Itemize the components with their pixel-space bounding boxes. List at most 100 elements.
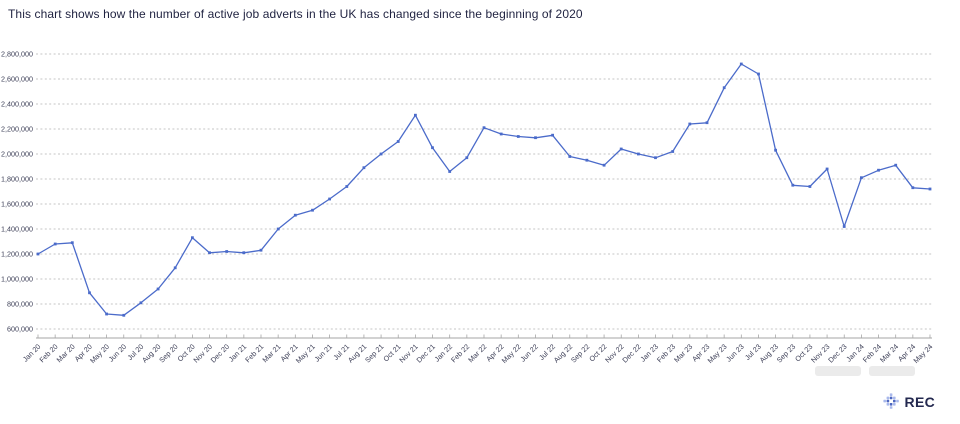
data-point	[156, 287, 160, 291]
data-point	[276, 227, 280, 231]
data-point	[877, 168, 880, 172]
data-point	[654, 156, 657, 160]
data-point	[516, 135, 520, 138]
y-tick-label: 600,000	[7, 325, 33, 334]
data-point	[705, 121, 709, 125]
y-gridlines	[36, 53, 932, 330]
data-point	[448, 170, 452, 173]
data-point	[345, 185, 349, 188]
data-point	[551, 133, 554, 137]
data-point	[173, 266, 177, 270]
x-tick-label: Dec 21	[414, 342, 436, 364]
data-point	[791, 183, 795, 187]
data-point	[928, 187, 932, 191]
data-point	[722, 86, 726, 90]
y-tick-label: 1,600,000	[1, 200, 33, 209]
faded-pill	[869, 366, 915, 376]
x-tick-label: Sep 22	[569, 342, 591, 364]
x-tick-label: Jun 20	[107, 342, 129, 364]
y-tick-label: 1,000,000	[1, 275, 33, 284]
data-point	[105, 312, 108, 316]
data-point	[568, 155, 572, 158]
x-tick-label: Dec 23	[826, 342, 848, 364]
x-tick-label: Jun 22	[518, 342, 540, 364]
x-tick-label: Jun 21	[312, 342, 334, 364]
data-point	[585, 158, 589, 162]
data-point	[139, 301, 143, 305]
data-point	[808, 185, 812, 188]
x-axis	[36, 334, 932, 339]
x-tick-label: May 24	[911, 342, 934, 365]
data-point	[499, 132, 503, 136]
data-point	[208, 251, 211, 255]
data-point	[774, 148, 777, 152]
y-tick-label: 2,800,000	[1, 50, 33, 59]
x-tick-label: Sep 23	[775, 342, 797, 364]
data-point	[311, 208, 314, 212]
data-point	[619, 147, 623, 151]
data-point	[688, 122, 692, 126]
data-line	[37, 63, 931, 316]
data-point	[534, 136, 537, 140]
x-tick-label: Dec 20	[209, 342, 231, 364]
data-point	[602, 163, 606, 167]
faded-pill	[815, 366, 861, 376]
data-point	[414, 113, 417, 117]
data-point	[36, 252, 40, 256]
data-point	[860, 176, 863, 180]
rec-logo-text: REC	[904, 393, 935, 410]
x-tick-label: May 22	[500, 342, 523, 365]
dots-diamond-icon	[882, 393, 899, 409]
x-tick-label: May 20	[88, 342, 111, 365]
x-tick-label: Mar 23	[672, 342, 694, 364]
data-point	[122, 313, 126, 317]
y-tick-label: 1,400,000	[1, 225, 33, 234]
data-point	[911, 186, 915, 190]
data-points	[36, 62, 932, 317]
data-point	[88, 291, 91, 295]
data-point	[328, 197, 331, 201]
data-point	[671, 150, 675, 153]
data-point	[70, 241, 74, 245]
x-tick-label: Mar 21	[260, 342, 282, 364]
data-point	[191, 236, 194, 240]
x-tick-label: Dec 22	[620, 342, 642, 364]
data-point	[637, 152, 640, 156]
x-tick-label: Mar 22	[466, 342, 488, 364]
data-point	[225, 250, 229, 253]
y-tick-label: 2,400,000	[1, 100, 33, 109]
data-point	[242, 251, 246, 255]
data-point	[825, 167, 829, 171]
data-point	[379, 152, 383, 156]
x-tick-label: Sep 21	[363, 342, 385, 364]
x-tick-label: Mar 20	[55, 342, 77, 364]
x-tick-label: Sep 20	[157, 342, 179, 364]
y-tick-label: 1,800,000	[1, 175, 33, 184]
x-tick-label: May 21	[294, 342, 317, 365]
data-point	[739, 62, 743, 66]
data-point	[396, 140, 400, 143]
chart-title: This chart shows how the number of activ…	[8, 7, 583, 21]
x-tick-label: Jun 23	[724, 342, 746, 364]
data-point	[362, 166, 366, 170]
rec-logo: REC	[882, 393, 935, 410]
x-tick-label: Mar 24	[878, 342, 900, 364]
y-tick-label: 2,200,000	[1, 125, 33, 134]
data-point	[842, 225, 846, 228]
data-point	[431, 146, 434, 150]
data-point	[293, 213, 297, 217]
y-tick-label: 1,200,000	[1, 250, 33, 259]
x-tick-label: May 23	[706, 342, 729, 365]
data-point	[53, 242, 57, 246]
data-point	[482, 126, 486, 130]
y-tick-label: 800,000	[7, 300, 33, 309]
y-axis-labels: 600,000 800,000 1,000,000 1,200,000 1,400,00…	[1, 50, 33, 334]
y-tick-label: 2,000,000	[1, 150, 33, 159]
data-point	[757, 72, 760, 76]
data-point	[259, 248, 263, 252]
data-point	[894, 163, 898, 167]
